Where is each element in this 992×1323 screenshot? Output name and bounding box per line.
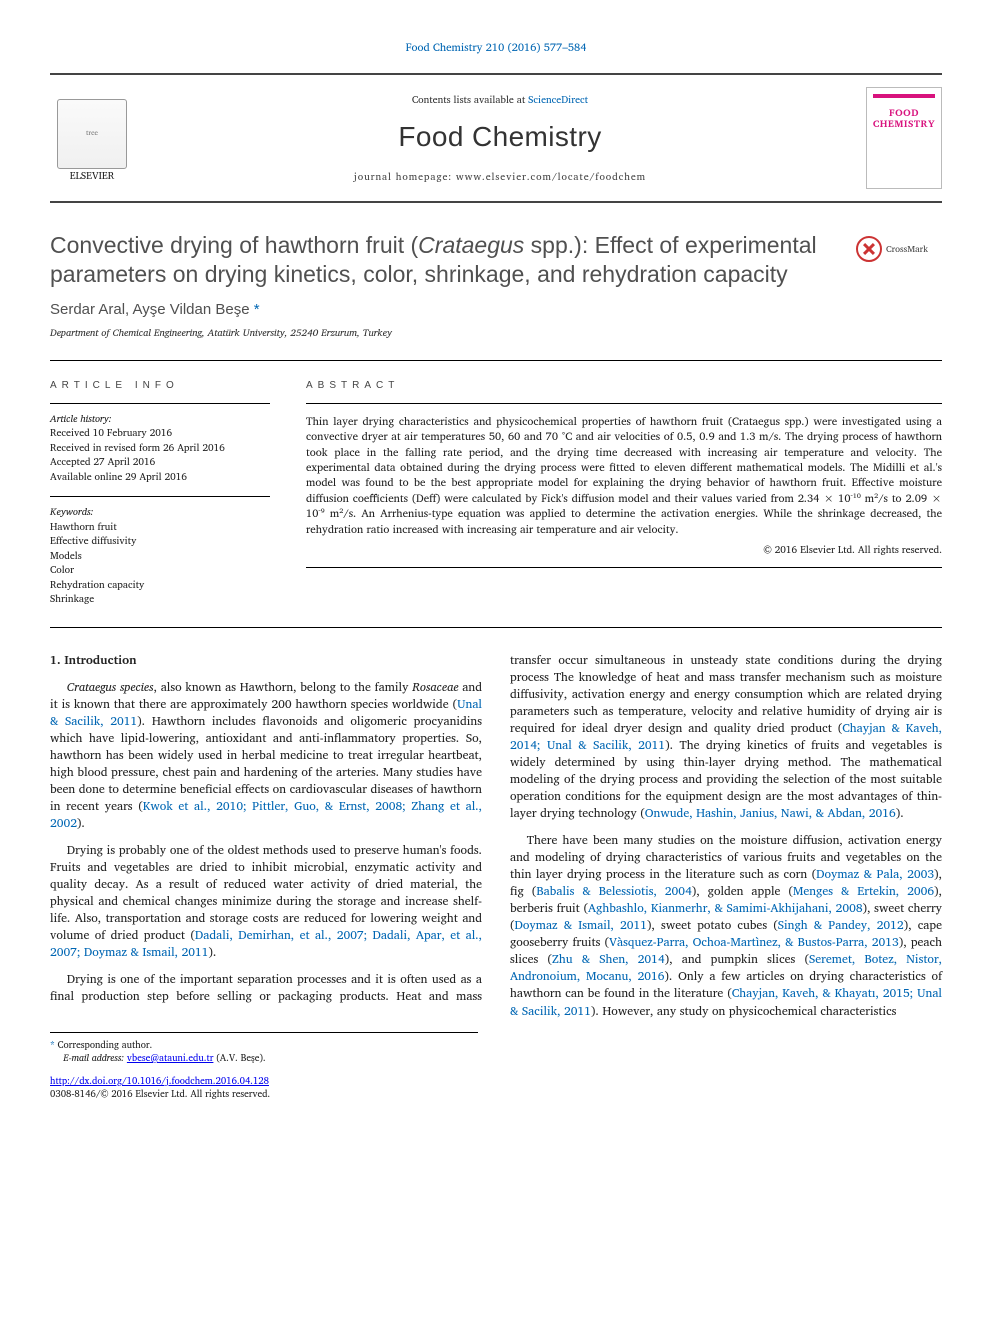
- history-line: Received 10 February 2016: [50, 426, 270, 441]
- email-label: E-mail address:: [63, 1051, 124, 1066]
- history-line: Accepted 27 April 2016: [50, 455, 270, 470]
- cover-title: FOODCHEMISTRY: [873, 108, 935, 130]
- keyword: Hawthorn fruit: [50, 520, 270, 535]
- keyword: Models: [50, 549, 270, 564]
- history-line: Available online 29 April 2016: [50, 470, 270, 485]
- article-info-col: ARTICLE INFO Article history: Received 1…: [50, 379, 270, 607]
- keyword: Color: [50, 563, 270, 578]
- contents-available-line: Contents lists available at ScienceDirec…: [154, 93, 846, 107]
- keyword: Rehydration capacity: [50, 578, 270, 593]
- abstract-text: Thin layer drying characteristics and ph…: [306, 403, 942, 568]
- authors-line: Serdar Aral, Ayşe Vildan Beşe *: [50, 299, 942, 320]
- journal-homepage: journal homepage: www.elsevier.com/locat…: [154, 170, 846, 184]
- elsevier-logo: tree ELSEVIER: [50, 93, 134, 183]
- history-line: Received in revised form 26 April 2016: [50, 441, 270, 456]
- sciencedirect-link[interactable]: ScienceDirect: [528, 92, 588, 108]
- abstract-heading: ABSTRACT: [306, 379, 942, 393]
- article-info-heading: ARTICLE INFO: [50, 379, 270, 393]
- journal-name: Food Chemistry: [154, 117, 846, 156]
- body-paragraph: Crataegus species, also known as Hawthor…: [50, 679, 482, 832]
- corresponding-email-link[interactable]: vbese@atauni.edu.tr: [127, 1051, 214, 1066]
- keyword: Effective diffusivity: [50, 534, 270, 549]
- elsevier-label: ELSEVIER: [70, 169, 114, 183]
- article-history: Article history: Received 10 February 20…: [50, 403, 270, 485]
- section-1-heading: 1. Introduction: [50, 652, 482, 669]
- info-abstract-row: ARTICLE INFO Article history: Received 1…: [50, 361, 942, 627]
- journal-cover-thumb: FOODCHEMISTRY: [866, 87, 942, 189]
- rule-bottom: [50, 627, 942, 628]
- doi-block: http://dx.doi.org/10.1016/j.foodchem.201…: [50, 1075, 942, 1102]
- crossmark-label: CrossMark: [886, 243, 928, 256]
- body-paragraph: Drying is probably one of the oldest met…: [50, 842, 482, 961]
- journal-header: tree ELSEVIER Contents lists available a…: [50, 73, 942, 203]
- affiliation: Department of Chemical Engineering, Atat…: [50, 326, 942, 340]
- crossmark-icon: [856, 236, 882, 262]
- crossmark-badge[interactable]: CrossMark: [856, 231, 942, 267]
- abstract-col: ABSTRACT Thin layer drying characteristi…: [306, 379, 942, 607]
- corresponding-footnote: * Corresponding author. E-mail address: …: [50, 1032, 478, 1066]
- cover-accent-bar: [873, 94, 935, 98]
- issn-copyright: 0308-8146/© 2016 Elsevier Ltd. All right…: [50, 1087, 270, 1102]
- elsevier-tree-icon: tree: [57, 99, 127, 169]
- email-tail: (A.V. Beşe).: [216, 1051, 265, 1066]
- body-columns: 1. Introduction Crataegus species, also …: [50, 652, 942, 1020]
- header-center: Contents lists available at ScienceDirec…: [154, 93, 846, 184]
- abstract-copyright: © 2016 Elsevier Ltd. All rights reserved…: [306, 543, 942, 557]
- contents-prefix: Contents lists available at: [412, 92, 528, 108]
- keywords-block: Keywords: Hawthorn fruit Effective diffu…: [50, 496, 270, 607]
- keywords-label: Keywords:: [50, 504, 93, 520]
- body-paragraph: There have been many studies on the mois…: [510, 832, 942, 1019]
- citation-line: Food Chemistry 210 (2016) 577–584: [50, 40, 942, 55]
- keyword: Shrinkage: [50, 592, 270, 607]
- article-title: Convective drying of hawthorn fruit (Cra…: [50, 231, 838, 289]
